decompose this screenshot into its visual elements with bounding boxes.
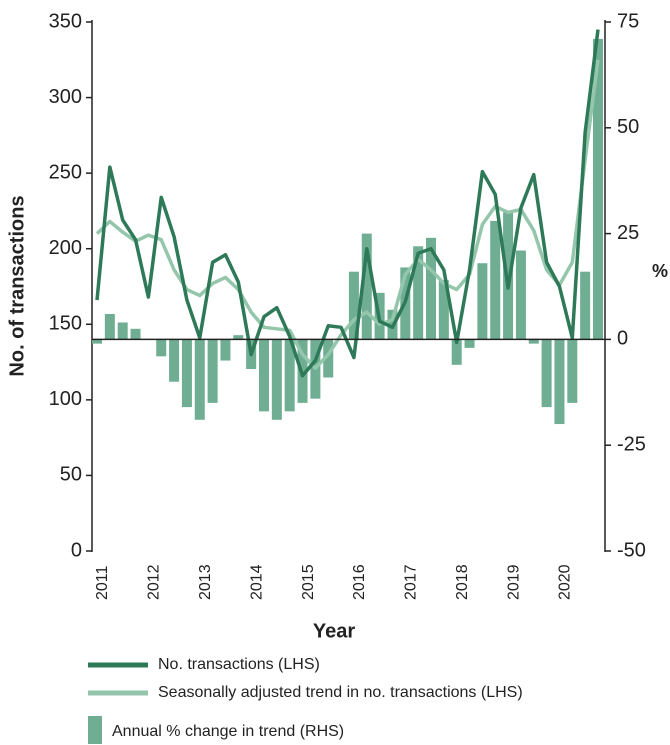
y2-tick-label: -50: [617, 539, 646, 561]
bar: [554, 339, 565, 425]
y-tick-label: 350: [49, 10, 82, 32]
x-tick-label: 2013: [197, 564, 214, 600]
bar: [361, 233, 372, 340]
y-tick-label: 50: [60, 464, 82, 486]
bar: [580, 271, 591, 340]
x-tick-label: 2020: [557, 564, 574, 600]
x-tick-label: 2019: [505, 564, 522, 600]
bar: [567, 339, 578, 403]
y2-axis-label: %: [652, 261, 668, 281]
bar: [438, 280, 449, 340]
legend-label: No. transactions (LHS): [158, 656, 320, 673]
x-tick-label: 2014: [248, 564, 265, 600]
bar: [259, 339, 269, 412]
bar: [323, 339, 334, 378]
bar: [220, 339, 231, 361]
y2-tick-label: 0: [617, 328, 628, 350]
bar: [207, 339, 218, 403]
legend-label: Seasonally adjusted trend in no. transac…: [158, 684, 523, 701]
bar: [181, 339, 192, 408]
bar: [593, 38, 603, 340]
bar: [464, 339, 475, 348]
bar: [426, 237, 436, 340]
bar: [515, 250, 526, 340]
bar: [271, 339, 282, 420]
y-tick-label: 300: [49, 86, 82, 108]
bar: [156, 339, 167, 357]
x-tick-label: 2011: [94, 565, 111, 600]
bar: [477, 263, 488, 340]
line: [95, 59, 600, 370]
x-tick-label: 2016: [351, 564, 368, 600]
y2-tick-label: 25: [617, 222, 639, 244]
x-tick-label: 2012: [146, 564, 163, 600]
bar: [130, 328, 141, 340]
y2-tick-label: -25: [617, 433, 646, 455]
bar: [284, 339, 295, 412]
bar: [348, 271, 359, 340]
legend-swatch: [88, 716, 102, 744]
x-tick-label: 2018: [454, 564, 471, 600]
y-tick-label: 150: [49, 313, 82, 335]
y2-tick-label: 75: [617, 10, 639, 32]
y-tick-label: 100: [49, 388, 82, 410]
bar: [92, 339, 102, 344]
bar: [413, 246, 424, 340]
bar: [490, 220, 501, 340]
y-tick-label: 200: [49, 237, 82, 259]
bar: [194, 339, 205, 420]
bar: [117, 322, 128, 340]
bar: [528, 339, 539, 344]
x-tick-label: 2015: [300, 564, 317, 600]
bar: [169, 339, 180, 382]
bar: [233, 335, 244, 340]
y-tick-label: 250: [49, 161, 82, 183]
bar: [104, 314, 115, 340]
y2-tick-label: 50: [617, 116, 639, 138]
bar: [451, 339, 462, 365]
x-tick-label: 2017: [403, 564, 420, 600]
legend-label: Annual % change in trend (RHS): [112, 723, 344, 740]
y-tick-label: 0: [71, 539, 82, 561]
y-axis-label: No. of transactions: [6, 195, 28, 376]
line: [95, 29, 600, 378]
bar: [541, 339, 552, 408]
x-axis-label: Year: [313, 620, 355, 642]
